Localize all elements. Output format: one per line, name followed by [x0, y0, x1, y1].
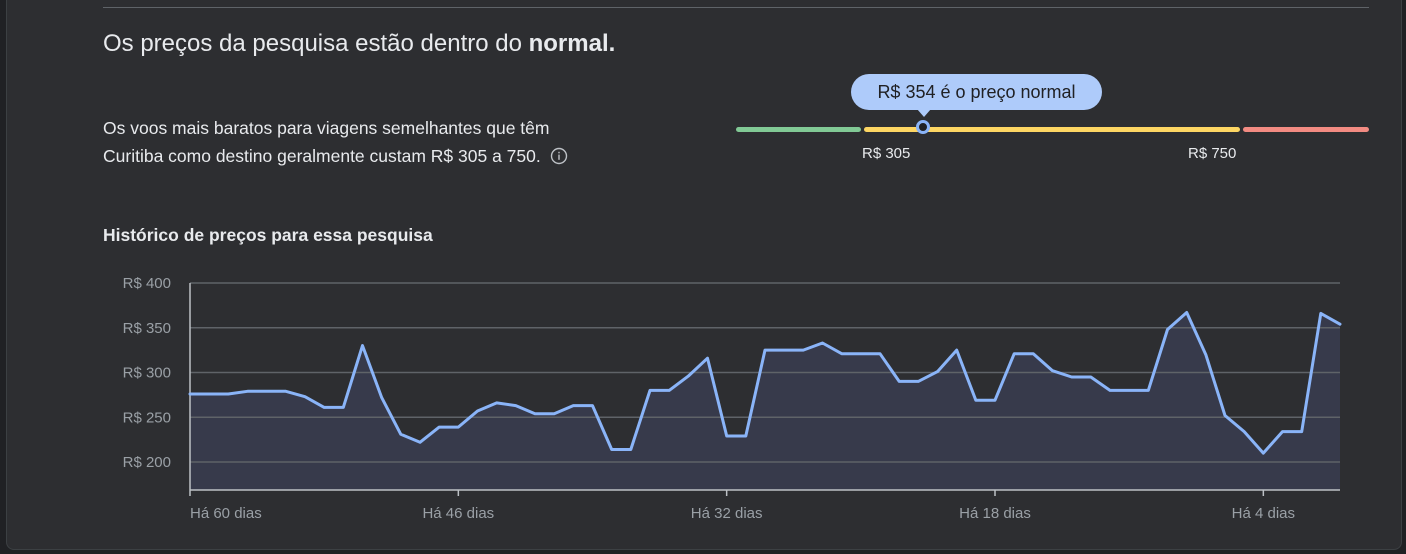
data-point: [1089, 376, 1092, 379]
data-point: [994, 399, 997, 402]
y-tick-label: R$ 400: [123, 275, 171, 292]
data-point: [687, 375, 690, 378]
y-tick-label: R$ 350: [123, 320, 171, 337]
data-point: [1319, 312, 1322, 315]
data-point: [553, 412, 556, 415]
divider: [103, 7, 1369, 8]
data-point: [783, 349, 786, 352]
data-point: [629, 448, 632, 451]
data-point: [227, 393, 230, 396]
data-point: [476, 410, 479, 413]
data-point: [284, 390, 287, 393]
data-point: [936, 370, 939, 373]
data-point: [380, 396, 383, 399]
x-tick-label: Há 4 dias: [1232, 505, 1295, 522]
x-tick-label: Há 18 dias: [959, 505, 1031, 522]
data-point: [208, 393, 211, 396]
data-point: [265, 390, 268, 393]
description-text: Os voos mais baratos para viagens semelh…: [103, 118, 550, 166]
y-tick-label: R$ 300: [123, 365, 171, 382]
data-point: [419, 441, 422, 444]
data-point: [1128, 389, 1131, 392]
data-point: [457, 426, 460, 429]
data-point: [1281, 430, 1284, 433]
y-tick-label: R$ 250: [123, 409, 171, 426]
data-point: [668, 389, 671, 392]
data-point: [1166, 328, 1169, 331]
typical-price-segment: [864, 127, 1240, 132]
data-point: [1070, 376, 1073, 379]
current-price-marker: [916, 120, 930, 134]
data-point: [438, 426, 441, 429]
data-point: [572, 404, 575, 407]
data-point: [342, 406, 345, 409]
data-point: [840, 352, 843, 355]
data-point: [361, 344, 364, 347]
info-circle-icon[interactable]: [550, 145, 568, 173]
data-point: [1204, 353, 1207, 356]
price-insight-description: Os voos mais baratos para viagens semelh…: [103, 114, 603, 173]
data-point: [974, 399, 977, 402]
data-point: [1300, 430, 1303, 433]
data-point: [1147, 389, 1150, 392]
data-point: [495, 401, 498, 404]
data-point: [725, 435, 728, 438]
data-point: [764, 349, 767, 352]
data-point: [399, 433, 402, 436]
price-line: [188, 311, 1342, 455]
data-point: [323, 406, 326, 409]
data-point: [859, 352, 862, 355]
data-point: [917, 380, 920, 383]
data-point: [898, 380, 901, 383]
x-tick-label: Há 46 dias: [422, 505, 494, 522]
price-history-title: Histórico de preços para essa pesquisa: [103, 225, 433, 245]
data-point: [1339, 323, 1342, 326]
typical-price-bubble: R$ 354 é o preço normal: [851, 74, 1102, 110]
data-point: [1032, 352, 1035, 355]
data-point: [1109, 389, 1112, 392]
headline-text: Os preços da pesquisa estão dentro do: [103, 30, 522, 57]
data-point: [534, 412, 537, 415]
data-point: [744, 435, 747, 438]
range-low-label: R$ 305: [862, 145, 911, 162]
bubble-pointer: [917, 109, 931, 117]
high-price-segment: [1243, 127, 1369, 132]
data-point: [1185, 311, 1188, 314]
headline-bold-text: normal.: [528, 30, 616, 57]
y-tick-label: R$ 200: [123, 454, 171, 471]
data-point: [610, 448, 613, 451]
data-point: [821, 342, 824, 345]
data-point: [246, 390, 249, 393]
data-point: [1224, 414, 1227, 417]
data-point: [1051, 369, 1054, 372]
data-point: [879, 352, 882, 355]
x-tick-label: Há 60 dias: [190, 505, 262, 522]
data-point: [1013, 352, 1016, 355]
data-point: [802, 349, 805, 352]
data-point: [1262, 452, 1265, 455]
data-point: [189, 393, 192, 396]
x-tick-label: Há 32 dias: [691, 505, 763, 522]
data-point: [649, 389, 652, 392]
data-point: [1243, 430, 1246, 433]
data-point: [706, 357, 709, 360]
data-point: [514, 404, 517, 407]
price-insight-headline: Os preços da pesquisa estão dentro do no…: [103, 27, 623, 60]
data-point: [591, 404, 594, 407]
data-point: [955, 349, 958, 352]
low-price-segment: [736, 127, 861, 132]
range-high-label: R$ 750: [1188, 145, 1237, 162]
area-fill: [190, 312, 1340, 490]
data-point: [304, 395, 307, 398]
